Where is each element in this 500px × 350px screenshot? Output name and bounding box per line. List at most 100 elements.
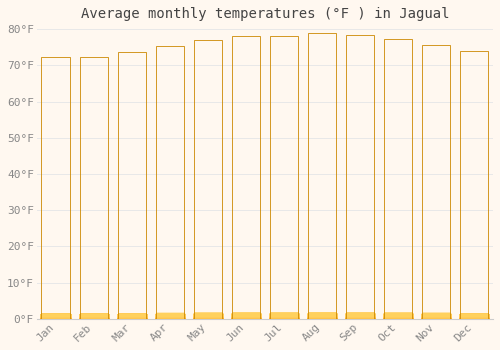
Bar [460, 316, 488, 319]
Bar [308, 314, 336, 317]
Bar [460, 314, 488, 317]
Bar [80, 314, 108, 316]
Bar [422, 315, 450, 318]
Bar [42, 314, 70, 316]
Bar [384, 314, 412, 317]
Bar [80, 315, 108, 317]
Bar [80, 315, 108, 318]
Bar [422, 315, 450, 317]
Bar [156, 316, 184, 318]
Bar [346, 315, 374, 318]
Bar [270, 315, 298, 317]
Bar [118, 314, 146, 316]
Bar [42, 315, 70, 317]
Bar [384, 315, 412, 317]
Bar [270, 314, 298, 316]
Bar [308, 316, 336, 318]
Bar [194, 316, 222, 319]
Bar [460, 315, 488, 317]
Bar [232, 315, 260, 318]
Bar [308, 313, 336, 316]
Bar [80, 315, 108, 317]
Bar [156, 315, 184, 317]
Bar [156, 315, 184, 318]
Bar [346, 316, 374, 318]
Bar [384, 314, 412, 316]
Bar [118, 316, 146, 318]
Bar [156, 316, 184, 318]
Bar [42, 316, 70, 318]
Bar [460, 314, 488, 317]
Bar [308, 315, 336, 318]
Bar [80, 316, 108, 318]
Bar [270, 316, 298, 319]
Bar [422, 314, 450, 316]
Bar [232, 315, 260, 318]
Bar [422, 314, 450, 316]
Bar [156, 314, 184, 316]
Bar [422, 316, 450, 318]
Bar [460, 314, 488, 316]
Bar [156, 315, 184, 318]
Bar [80, 315, 108, 318]
Bar [42, 314, 70, 317]
Bar [232, 314, 260, 317]
Bar [308, 314, 336, 317]
Bar [270, 313, 298, 316]
Bar [80, 314, 108, 316]
Bar [308, 313, 336, 316]
Bar [308, 315, 336, 317]
Bar [156, 314, 184, 316]
Bar [118, 316, 146, 319]
Bar [80, 316, 108, 318]
Bar [232, 314, 260, 317]
Bar [270, 315, 298, 317]
Bar [422, 315, 450, 318]
Bar [156, 316, 184, 318]
Bar [270, 314, 298, 316]
Bar [270, 315, 298, 318]
Bar [422, 315, 450, 317]
Bar [460, 316, 488, 318]
Bar [270, 316, 298, 319]
Bar [156, 315, 184, 318]
Bar [346, 316, 374, 318]
Bar [232, 315, 260, 317]
Bar [232, 315, 260, 318]
Bar [270, 314, 298, 317]
Bar [118, 315, 146, 317]
Bar [308, 315, 336, 318]
Bar [118, 315, 146, 317]
Bar [308, 315, 336, 318]
Bar [118, 315, 146, 317]
Bar [308, 314, 336, 317]
Bar [346, 315, 374, 317]
Bar [80, 314, 108, 316]
Bar [346, 316, 374, 319]
Bar [194, 315, 222, 317]
Bar [194, 315, 222, 318]
Bar [232, 314, 260, 316]
Bar [194, 315, 222, 318]
Bar [80, 314, 108, 316]
Bar [194, 314, 222, 316]
Bar [346, 314, 374, 317]
Bar [42, 315, 70, 318]
Bar [42, 314, 70, 317]
Bar [194, 316, 222, 319]
Bar [346, 315, 374, 317]
Bar [118, 314, 146, 316]
Bar [156, 315, 184, 318]
Bar [118, 315, 146, 318]
Bar [42, 314, 70, 317]
Title: Average monthly temperatures (°F ) in Jagual: Average monthly temperatures (°F ) in Ja… [80, 7, 449, 21]
Bar [118, 316, 146, 318]
Bar [422, 314, 450, 317]
Bar [80, 316, 108, 319]
Bar [156, 315, 184, 318]
Bar [346, 314, 374, 316]
Bar [42, 314, 70, 316]
Bar [460, 314, 488, 317]
Bar [118, 315, 146, 318]
Bar [194, 315, 222, 318]
